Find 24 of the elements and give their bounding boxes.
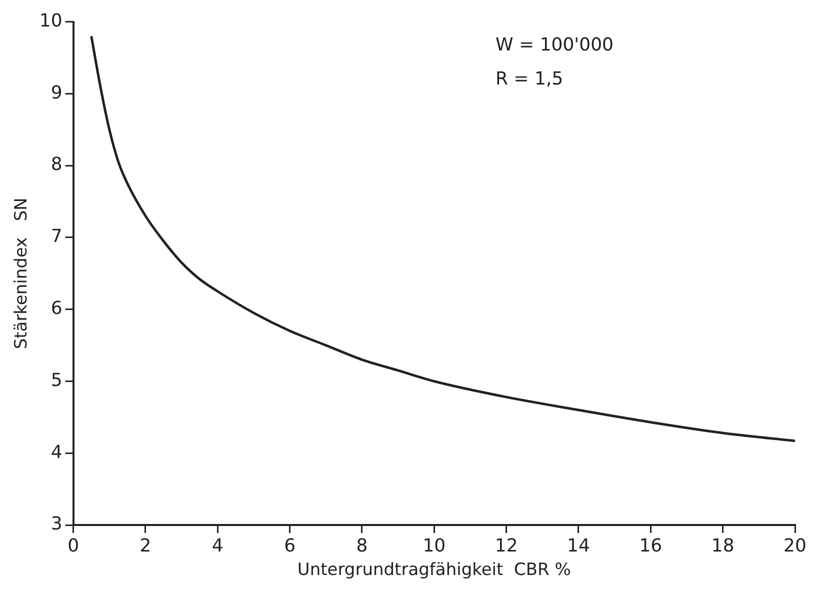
x-tick-label: 6 bbox=[284, 535, 296, 556]
line-series bbox=[90, 34, 795, 442]
x-tick-label: 4 bbox=[212, 535, 224, 556]
x-tick-label: 2 bbox=[140, 535, 152, 556]
annotation: R = 1,5 bbox=[495, 68, 564, 90]
x-tick-label: 8 bbox=[356, 535, 368, 556]
annotation: W = 100'000 bbox=[495, 34, 614, 56]
x-tick-label: 0 bbox=[68, 535, 80, 556]
y-tick-label: 4 bbox=[50, 442, 62, 463]
x-axis-title: Untergrundtragfähigkeit CBR % bbox=[297, 560, 571, 580]
x-tick-label: 16 bbox=[639, 535, 662, 556]
y-tick-label: 8 bbox=[50, 154, 62, 176]
x-tick-label: 10 bbox=[422, 535, 446, 556]
x-tick-label: 18 bbox=[711, 535, 734, 556]
y-tick-label: 10 bbox=[39, 10, 62, 32]
y-tick-label: 7 bbox=[50, 226, 62, 248]
y-tick-label: 9 bbox=[50, 82, 62, 104]
x-tick-label: 14 bbox=[567, 535, 590, 556]
x-tick-label: 12 bbox=[494, 535, 518, 556]
y-tick-label: 5 bbox=[50, 370, 62, 391]
y-tick-label: 3 bbox=[50, 514, 62, 535]
y-axis-title: Stärkenindex SN bbox=[12, 198, 32, 350]
y-tick-label: 6 bbox=[50, 298, 62, 320]
x-tick-label: 20 bbox=[784, 535, 806, 556]
